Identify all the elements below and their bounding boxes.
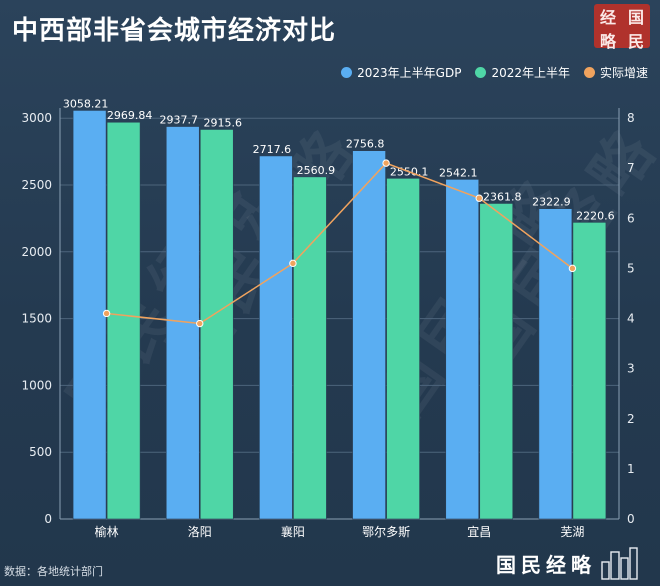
y-tick-label-left: 1500 (21, 312, 52, 326)
x-tick-label: 襄阳 (281, 524, 305, 539)
bar[interactable] (259, 155, 293, 520)
data-label: 2717.6 (253, 143, 292, 156)
bar[interactable] (106, 121, 141, 520)
bar[interactable] (445, 179, 480, 520)
legend-item[interactable]: 2023年上半年GDP (341, 64, 461, 81)
x-tick-label: 榆林 (95, 524, 119, 539)
x-tick-label: 芜湖 (560, 524, 584, 539)
legend-item[interactable]: 实际增速 (583, 64, 648, 81)
legend-label: 2022年上半年 (491, 66, 570, 80)
data-label: 2542.1 (439, 166, 478, 179)
legend-label: 2023年上半年GDP (357, 66, 462, 80)
y-tick-label-right: 1 (627, 462, 635, 476)
logo-char: 国 (627, 8, 644, 27)
data-label: 3058.21 (63, 97, 109, 110)
y-tick-label-left: 0 (44, 512, 52, 526)
y-tick-label-left: 3000 (21, 111, 52, 125)
logo-char: 经 (599, 8, 616, 27)
legend-swatch (583, 67, 595, 78)
bar[interactable] (479, 203, 514, 520)
skyline-icon (601, 547, 638, 580)
y-tick-label-right: 3 (627, 362, 635, 376)
bar[interactable] (199, 129, 234, 520)
y-tick-label-left: 2500 (21, 178, 52, 192)
y-tick-label-right: 0 (627, 512, 635, 526)
bar[interactable] (72, 110, 107, 520)
legend-swatch (341, 67, 353, 78)
data-label: 2756.8 (346, 138, 385, 151)
y-tick-label-left: 2000 (21, 245, 52, 259)
chart-legend: 2023年上半年GDP 2022年上半年 实际增速 (341, 64, 648, 81)
y-tick-label-right: 2 (627, 412, 635, 426)
data-label: 2560.9 (297, 164, 336, 177)
data-label: 2361.8 (483, 190, 522, 203)
legend-label: 实际增速 (599, 66, 648, 80)
brand-logo: 经 国 略 民 (594, 4, 650, 51)
growth-line (106, 162, 573, 325)
data-source: 数据：各地统计部门 (4, 565, 103, 578)
growth-point[interactable] (102, 309, 111, 318)
y-tick-label-right: 5 (627, 261, 635, 275)
x-tick-label: 宜昌 (467, 524, 491, 539)
bar[interactable] (293, 176, 327, 520)
data-label: 2937.7 (160, 114, 199, 127)
x-tick-label: 鄂尔多斯 (362, 524, 410, 539)
chart-title: 中西部非省会城市经济对比 (12, 16, 337, 46)
bar[interactable] (386, 178, 420, 520)
x-tick-label: 洛阳 (188, 524, 212, 539)
y-tick-label-right: 6 (627, 211, 635, 225)
y-tick-label-right: 8 (627, 111, 635, 125)
bar[interactable] (352, 150, 386, 520)
data-label: 2915.6 (204, 116, 243, 129)
growth-point[interactable] (475, 194, 483, 202)
bar[interactable] (538, 208, 573, 520)
legend-swatch (475, 67, 487, 78)
legend-item[interactable]: 2022年上半年 (475, 64, 570, 81)
data-label: 2220.6 (576, 209, 615, 222)
logo-char: 略 (599, 32, 616, 51)
y-tick-label-left: 1000 (21, 378, 52, 392)
growth-point[interactable] (196, 319, 204, 328)
growth-point[interactable] (289, 259, 297, 268)
y-tick-label-right: 4 (627, 312, 635, 326)
brand-footer: 国民经略 (496, 546, 640, 580)
data-label: 2969.84 (107, 109, 153, 122)
growth-point[interactable] (382, 159, 390, 167)
y-tick-label-right: 7 (627, 161, 635, 175)
data-label: 2322.9 (532, 196, 571, 209)
bar[interactable] (572, 222, 607, 520)
brand-name: 国民经略 (496, 552, 596, 577)
logo-char: 民 (627, 32, 644, 51)
y-tick-label-left: 500 (29, 445, 52, 459)
growth-point[interactable] (568, 264, 577, 273)
